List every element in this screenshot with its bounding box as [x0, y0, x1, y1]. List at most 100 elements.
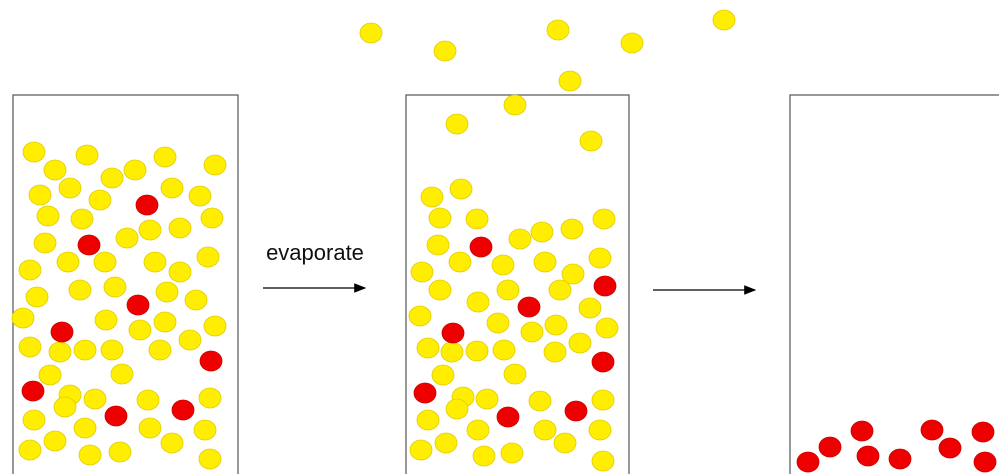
solute-particle: [592, 352, 614, 372]
solvent-particle: [23, 410, 45, 430]
solvent-particle: [12, 308, 34, 328]
solvent-particle: [74, 418, 96, 438]
solute-particle: [172, 400, 194, 420]
solvent-particle: [204, 316, 226, 336]
solvent-particle: [139, 418, 161, 438]
container-after: [790, 95, 999, 474]
solvent-particle: [492, 255, 514, 275]
solute-particle: [51, 322, 73, 342]
solvent-particle: [446, 114, 468, 134]
solute-particle: [797, 452, 819, 472]
solvent-particle: [596, 318, 618, 338]
solvent-particle: [59, 178, 81, 198]
solute-particle: [565, 401, 587, 421]
solvent-particle: [84, 389, 106, 409]
solvent-particle: [185, 290, 207, 310]
solvent-particle: [713, 10, 735, 30]
solvent-particle: [204, 155, 226, 175]
solvent-particle: [139, 220, 161, 240]
solvent-particle: [94, 252, 116, 272]
solvent-particle: [589, 420, 611, 440]
solvent-particle: [435, 433, 457, 453]
solvent-particle: [124, 160, 146, 180]
solvent-particle: [154, 147, 176, 167]
solvent-particle: [57, 252, 79, 272]
solvent-particle: [101, 168, 123, 188]
solvent-particle: [409, 306, 431, 326]
solvent-particle: [144, 252, 166, 272]
solvent-particle: [580, 131, 602, 151]
solute-particle: [857, 446, 879, 466]
solvent-particle: [189, 186, 211, 206]
solvent-particle: [129, 320, 151, 340]
solvent-particle: [450, 179, 472, 199]
solvent-particle: [569, 333, 591, 353]
solvent-particle: [104, 277, 126, 297]
solvent-particle: [554, 433, 576, 453]
solvent-particle: [593, 209, 615, 229]
solvent-particle: [54, 397, 76, 417]
solvent-particle: [476, 389, 498, 409]
solute-particle: [972, 422, 994, 442]
solvent-particle: [71, 209, 93, 229]
solvent-particle: [621, 33, 643, 53]
solvent-particle: [534, 252, 556, 272]
solute-particle: [851, 421, 873, 441]
solvent-particle: [547, 20, 569, 40]
solvent-particle: [169, 218, 191, 238]
solvent-particle: [466, 209, 488, 229]
solvent-particle: [531, 222, 553, 242]
solvent-particle: [44, 160, 66, 180]
solvent-particle: [76, 145, 98, 165]
solvent-particle: [194, 420, 216, 440]
solvent-particle: [493, 340, 515, 360]
solvent-particle: [19, 260, 41, 280]
solvent-particle: [201, 208, 223, 228]
solvent-particle: [19, 337, 41, 357]
solvent-particle: [179, 330, 201, 350]
solute-particle: [497, 407, 519, 427]
solvent-particle: [137, 390, 159, 410]
solute-particle: [518, 297, 540, 317]
solvent-particle: [545, 315, 567, 335]
solvent-particle: [504, 95, 526, 115]
solvent-particle: [592, 390, 614, 410]
solvent-particle: [504, 364, 526, 384]
solvent-particle: [89, 190, 111, 210]
solvent-particle: [446, 399, 468, 419]
solvent-particle: [74, 340, 96, 360]
solute-particle: [127, 295, 149, 315]
solute-particle: [200, 351, 222, 371]
solvent-particle: [79, 445, 101, 465]
solvent-particle: [199, 449, 221, 469]
solvent-particle: [37, 206, 59, 226]
solvent-particle: [417, 338, 439, 358]
solvent-particle: [579, 298, 601, 318]
solvent-particle: [23, 142, 45, 162]
evaporation-diagram: evaporate: [0, 0, 999, 474]
solute-particle: [136, 195, 158, 215]
solute-particle: [414, 383, 436, 403]
solvent-particle: [95, 310, 117, 330]
solvent-particle: [199, 388, 221, 408]
solvent-particle: [161, 433, 183, 453]
solvent-particle: [521, 322, 543, 342]
solvent-particle: [434, 41, 456, 61]
solvent-particle: [429, 208, 451, 228]
solvent-particle: [44, 431, 66, 451]
solute-particle: [921, 420, 943, 440]
solvent-particle: [559, 71, 581, 91]
solvent-particle: [417, 410, 439, 430]
particles: [12, 10, 996, 472]
page: evaporate (() => { const data = JSON.par…: [0, 0, 999, 474]
solvent-particle: [534, 420, 556, 440]
solute-particle: [22, 381, 44, 401]
solvent-particle: [111, 364, 133, 384]
solute-particle: [78, 235, 100, 255]
solvent-particle: [101, 340, 123, 360]
solute-particle: [442, 323, 464, 343]
solvent-particle: [561, 219, 583, 239]
solvent-particle: [116, 228, 138, 248]
solvent-particle: [497, 280, 519, 300]
solvent-particle: [509, 229, 531, 249]
